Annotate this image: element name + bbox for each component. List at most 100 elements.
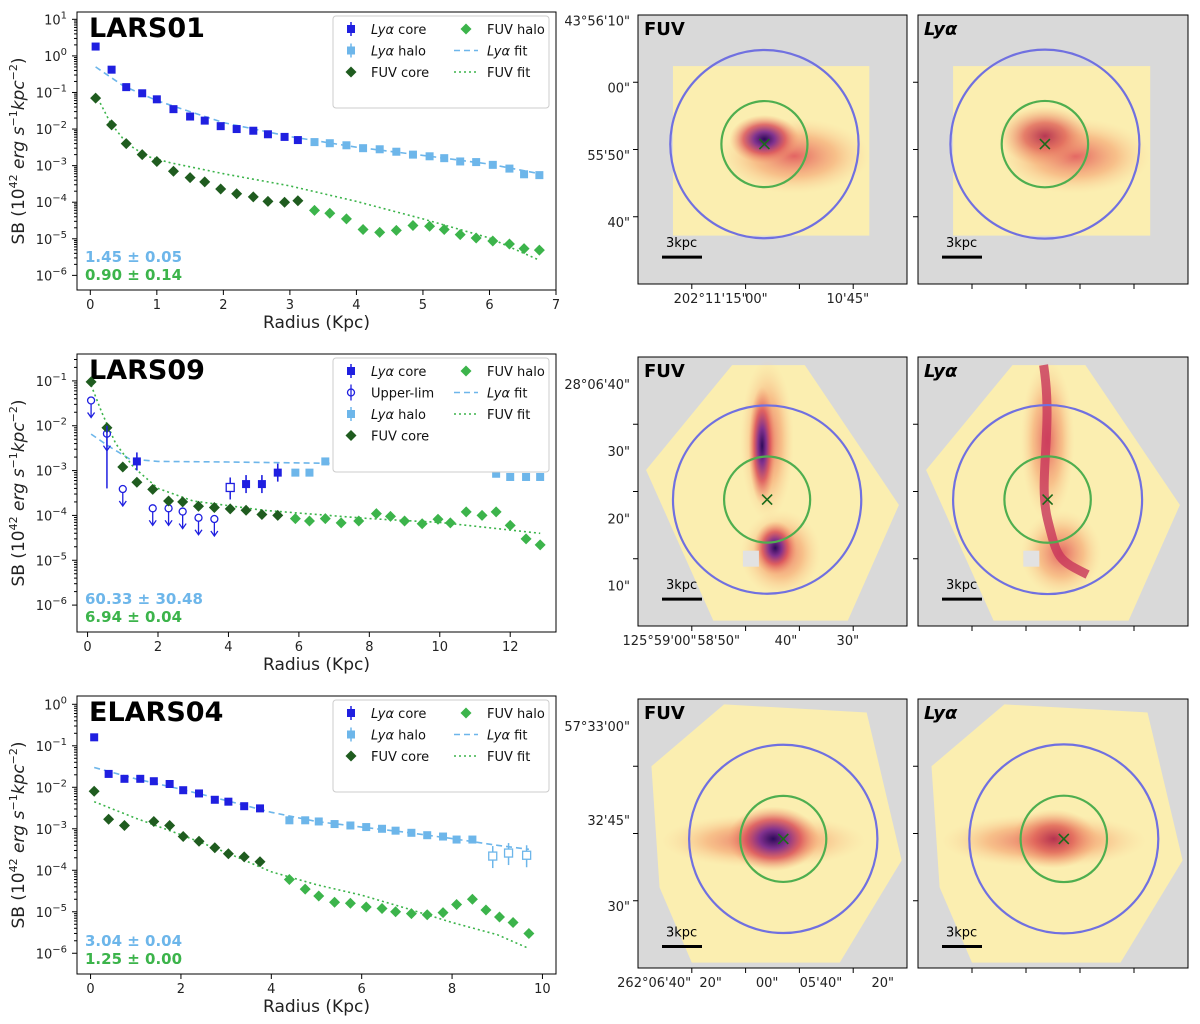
lya-halo-point <box>423 831 432 840</box>
lya-halo-point <box>408 150 417 159</box>
legend-label: FUV core <box>371 430 429 445</box>
fuv-label: FUV <box>644 703 685 724</box>
upper-limit-arrow <box>178 523 187 530</box>
lya-halo-point <box>407 828 416 837</box>
galaxy-core <box>999 106 1091 166</box>
y-axis-label: SB (1042 erg s−1kpc−2) <box>7 741 29 928</box>
fuv-halo-point <box>303 515 315 527</box>
legend-label: FUV fit <box>487 66 530 81</box>
upper-limit-arrow <box>87 412 96 419</box>
fuv-core-point <box>148 815 160 827</box>
lya-halo-point <box>535 171 544 180</box>
lya-core-point <box>138 89 147 98</box>
panel-title: LARS09 <box>89 355 205 386</box>
fuv-image-panel-3: FUV 3kpc <box>633 698 908 973</box>
lya-halo-point <box>522 472 531 481</box>
profile-panel-3: 0 2 4 6 8 10 100 10−1 10−2 10−3 10−4 10−5 10−6 Radius… <box>7 695 557 1017</box>
lya-halo-point <box>325 139 334 148</box>
legend-label: Lyα fit <box>487 387 527 402</box>
legend-marker-lya-core <box>347 709 355 717</box>
ra-tick-label: 30" <box>837 634 860 649</box>
upper-limit-arrow <box>164 519 173 527</box>
galaxy-core <box>753 521 797 575</box>
ra-tick-label: 10'45" <box>826 292 869 307</box>
ra-tick-label: 125°59'00" <box>623 634 697 649</box>
lya-halo-point <box>301 816 310 825</box>
scale-bar-label: 3kpc <box>666 578 697 593</box>
fuv-halo-point <box>324 207 336 219</box>
lya-halo-point <box>314 817 323 826</box>
panel-title: ELARS04 <box>89 697 223 728</box>
x-tick-label: 10 <box>534 982 551 997</box>
legend-label: Lyα fit <box>487 45 527 60</box>
fuv-halo-point <box>390 224 402 236</box>
lya-fit-value: 1.45 ± 0.05 <box>85 248 182 266</box>
legend-label: Upper-lim <box>371 387 434 402</box>
upper-limit-arrow <box>194 529 203 536</box>
fuv-core-point <box>209 842 221 854</box>
lya-core-point <box>186 112 195 121</box>
galaxy-core <box>729 114 800 164</box>
galaxy-lya-filament <box>1039 364 1090 579</box>
map-content <box>926 359 1180 621</box>
dec-tick-label: 30" <box>607 900 630 915</box>
fuv-core-point <box>167 165 179 177</box>
lya-halo-point <box>375 145 384 154</box>
x-tick-label: 4 <box>267 982 275 997</box>
masked-region <box>1023 550 1040 567</box>
lya-label: Lyα <box>924 19 958 40</box>
lya-core-point <box>149 777 158 786</box>
x-tick-label: 8 <box>365 640 373 655</box>
lya-halo-point <box>505 164 514 173</box>
scale-bar-label: 3kpc <box>946 236 977 251</box>
lya-halo-point <box>342 141 351 150</box>
scale-bar-label: 3kpc <box>946 925 977 940</box>
galaxy-core <box>727 806 819 872</box>
ra-tick-label: 20" <box>872 976 895 991</box>
ra-tick-label: 20" <box>699 976 722 991</box>
lya-core-point <box>293 136 302 145</box>
fuv-halo-point <box>444 517 456 529</box>
legend-label: Lyα core <box>371 707 426 722</box>
fuv-halo-point <box>421 909 433 921</box>
core-aperture-ring <box>739 794 828 884</box>
x-tick-label: 8 <box>448 982 456 997</box>
legend-box <box>332 357 550 473</box>
lya-halo-point <box>391 826 400 835</box>
lya-fit-value: 60.33 ± 30.48 <box>85 590 203 608</box>
fuv-core-point <box>117 461 129 473</box>
y-tick-label: 10−2 <box>36 778 67 796</box>
lya-halo-point <box>536 472 545 481</box>
lya-core-point <box>273 468 282 477</box>
legend-label: FUV core <box>371 750 429 765</box>
x-axis-label: Radius (Kpc) <box>263 313 370 333</box>
dec-tick-label: 55'50" <box>587 149 630 164</box>
upper-limit-arrow <box>118 500 127 508</box>
fuv-core-point <box>262 195 274 207</box>
dec-tick-label: 57°33'00" <box>564 720 630 735</box>
fuv-core-point <box>131 476 143 488</box>
ra-tick-label: 00" <box>756 976 779 991</box>
lya-core-point <box>249 126 258 135</box>
core-aperture-ring <box>722 455 812 544</box>
fuv-core-point <box>106 119 118 131</box>
lya-core-point <box>107 65 116 74</box>
y-tick-label: 10−6 <box>36 266 67 284</box>
fuv-fit-value: 1.25 ± 0.00 <box>85 950 182 968</box>
lya-core-point <box>152 95 161 104</box>
fuv-halo-point <box>438 223 450 235</box>
x-tick-label: 2 <box>177 982 185 997</box>
x-tick-label: 4 <box>224 640 232 655</box>
halo-aperture-ring <box>688 743 879 935</box>
dec-tick-label: 28°06'40" <box>564 378 630 393</box>
legend-label: Lyα halo <box>371 45 426 60</box>
fuv-halo-point <box>490 506 502 518</box>
lya-core-point <box>232 125 241 134</box>
center-marker <box>1039 138 1051 150</box>
fuv-core-point <box>151 155 163 167</box>
center-marker <box>758 138 770 150</box>
lya-image-panel-1: Lyα 3kpc <box>913 14 1189 289</box>
fuv-core-point <box>231 188 243 200</box>
core-aperture-ring <box>1000 99 1090 189</box>
